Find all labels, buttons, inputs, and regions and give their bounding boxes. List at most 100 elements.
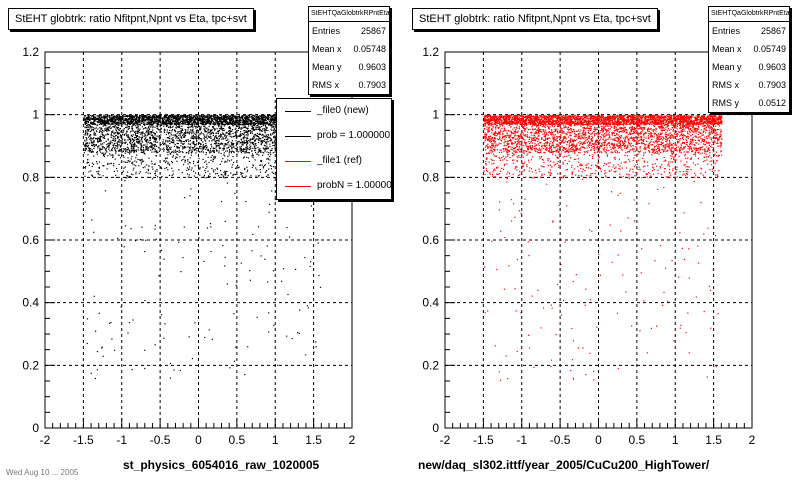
data-point — [192, 117, 194, 119]
data-point — [212, 126, 214, 128]
data-point — [152, 147, 154, 149]
data-point — [224, 135, 226, 137]
data-point — [210, 118, 212, 120]
data-point — [250, 122, 253, 124]
data-point — [135, 139, 137, 141]
data-point — [256, 115, 258, 117]
data-point — [165, 121, 167, 123]
data-point — [213, 127, 215, 129]
data-point — [226, 118, 228, 120]
data-point — [110, 119, 112, 121]
data-point — [95, 144, 97, 147]
data-point — [191, 137, 193, 140]
data-point — [152, 148, 154, 151]
data-point — [161, 121, 163, 124]
data-point — [123, 161, 125, 163]
data-point — [217, 143, 219, 145]
data-point — [93, 123, 95, 125]
data-point — [120, 117, 122, 119]
data-point — [193, 118, 195, 120]
data-point — [84, 126, 86, 128]
data-point — [274, 135, 276, 137]
data-point — [131, 135, 133, 138]
data-point — [163, 118, 165, 120]
data-point — [259, 118, 261, 120]
data-point — [239, 117, 241, 119]
data-point — [242, 116, 244, 118]
data-point — [249, 120, 251, 122]
data-point — [214, 118, 216, 121]
data-point — [116, 123, 118, 125]
data-point — [274, 151, 276, 153]
data-point — [125, 132, 127, 135]
data-point — [142, 115, 144, 117]
data-point — [222, 133, 224, 135]
data-point — [191, 117, 193, 119]
data-point — [233, 135, 235, 137]
data-point — [126, 135, 128, 137]
data-point — [118, 144, 120, 146]
data-point — [111, 117, 113, 119]
data-point — [149, 142, 151, 144]
data-point — [252, 124, 254, 126]
data-point — [217, 117, 219, 119]
data-point — [91, 117, 93, 119]
data-point — [190, 149, 192, 151]
data-point — [223, 145, 225, 147]
data-point — [85, 119, 87, 121]
data-point — [148, 126, 150, 128]
data-point — [248, 130, 250, 132]
data-point — [210, 133, 212, 135]
data-point — [214, 121, 216, 124]
data-point — [96, 138, 98, 140]
data-point — [256, 132, 258, 135]
data-point — [127, 134, 129, 136]
data-point — [143, 118, 145, 120]
data-point — [190, 146, 192, 148]
data-point — [117, 128, 119, 131]
data-point — [244, 168, 246, 171]
data-point — [187, 126, 189, 129]
data-point — [158, 136, 160, 138]
data-point — [213, 114, 215, 117]
data-point — [200, 118, 202, 120]
data-point — [120, 135, 122, 137]
data-point — [169, 127, 171, 129]
data-point — [93, 121, 95, 123]
data-point — [220, 125, 222, 127]
data-point — [211, 129, 213, 131]
data-point — [253, 135, 255, 137]
data-point — [269, 152, 272, 154]
data-point — [234, 115, 236, 117]
data-point — [144, 137, 146, 139]
data-point — [137, 140, 139, 142]
data-point — [133, 116, 135, 118]
data-point — [208, 117, 210, 119]
data-point — [87, 128, 89, 131]
data-point — [234, 121, 236, 123]
data-point — [262, 118, 264, 120]
data-point — [97, 147, 99, 149]
data-point — [217, 131, 220, 133]
data-point — [193, 123, 195, 125]
data-point — [169, 120, 171, 122]
data-point — [149, 146, 151, 148]
data-point — [112, 120, 114, 122]
data-point — [211, 118, 213, 120]
data-point — [193, 120, 195, 122]
data-point — [145, 132, 147, 134]
data-point — [240, 148, 242, 150]
data-point — [198, 120, 200, 122]
data-point — [87, 117, 89, 119]
data-point — [195, 131, 198, 133]
data-point — [100, 122, 102, 125]
data-point — [146, 138, 148, 141]
data-point — [189, 144, 191, 146]
data-point — [124, 148, 126, 150]
data-point — [93, 144, 95, 146]
data-point — [246, 144, 248, 146]
data-point — [93, 134, 95, 136]
data-point — [201, 116, 203, 118]
data-point — [83, 118, 85, 120]
data-point — [246, 140, 248, 142]
